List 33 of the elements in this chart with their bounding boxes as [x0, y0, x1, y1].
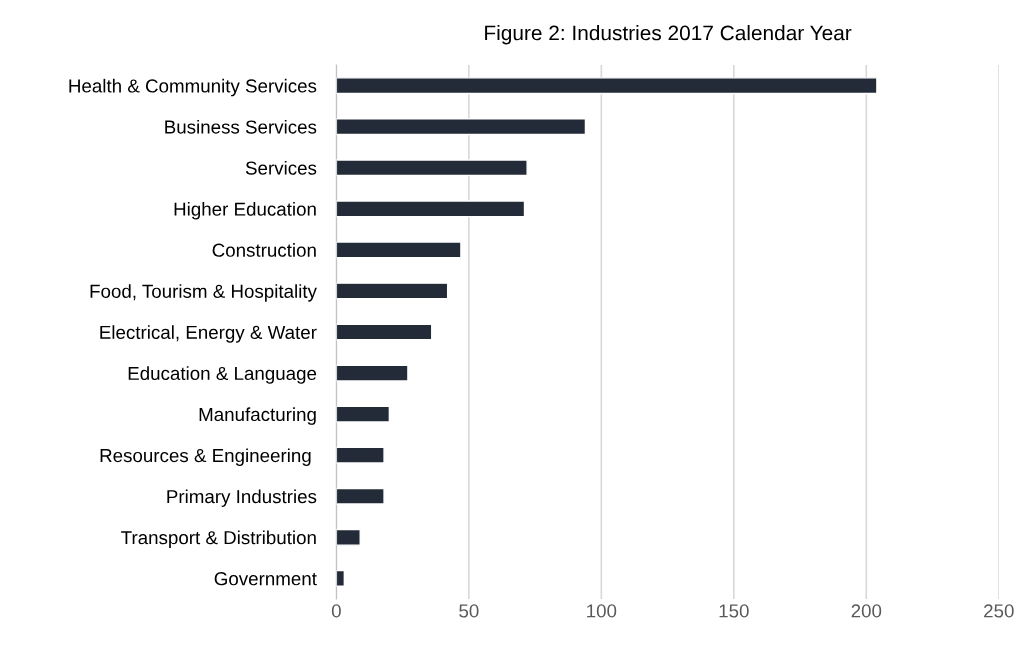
y-tick-label: Education & Language	[128, 366, 317, 384]
y-tick-label: Transport & Distribution	[121, 530, 316, 549]
bar	[336, 118, 587, 136]
y-tick-label: Resources & Engineering	[100, 448, 311, 466]
bar	[336, 77, 878, 95]
bar	[336, 200, 526, 218]
x-tick-label: 50	[459, 604, 479, 618]
y-tick-label: Business Services	[165, 119, 317, 134]
y-tick-label: Food, Tourism & Hospitality	[90, 284, 317, 302]
bar	[336, 364, 409, 382]
bar	[336, 569, 346, 587]
x-tick-label: 200	[851, 604, 882, 618]
x-tick-label: 150	[719, 604, 749, 618]
x-tick-label: 250	[984, 604, 1014, 618]
y-tick-label: Manufacturing	[199, 407, 316, 425]
bar	[336, 241, 462, 259]
y-tick-label: Higher Education	[174, 202, 316, 220]
x-tick-label: 0	[331, 604, 341, 618]
chart-title: Figure 2: Industries 2017 Calendar Year	[485, 25, 852, 45]
bar	[336, 528, 361, 546]
y-tick-label: Health & Community Services	[69, 78, 317, 97]
bar	[336, 405, 391, 423]
y-tick-label: Government	[214, 572, 317, 586]
y-tick-label: Primary Industries	[167, 489, 317, 507]
y-tick-label: Electrical, Energy & Water	[100, 325, 317, 343]
bar	[336, 282, 449, 300]
bar	[336, 487, 385, 505]
bar	[336, 446, 385, 464]
y-tick-label: Services	[245, 160, 317, 175]
bar	[336, 159, 528, 177]
bar	[336, 323, 433, 341]
x-tick-label: 100	[587, 604, 617, 618]
y-tick-label: Construction	[212, 243, 316, 257]
